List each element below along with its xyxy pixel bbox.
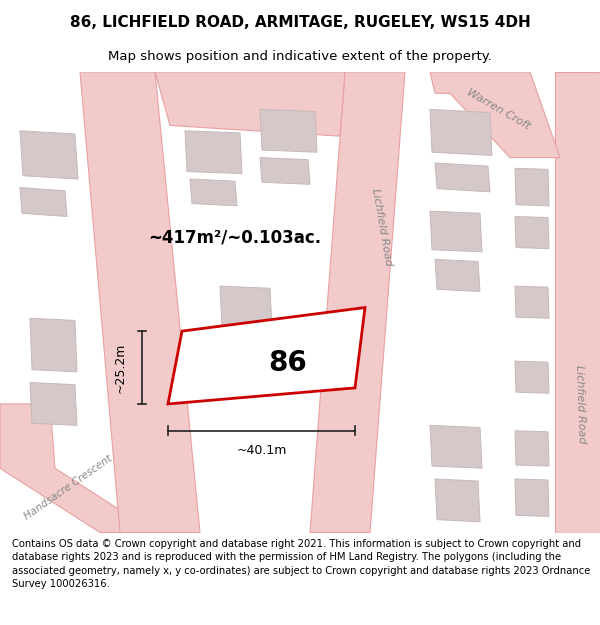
Text: ~25.2m: ~25.2m [113, 342, 127, 392]
Text: Lichfield Road: Lichfield Road [574, 364, 586, 443]
Polygon shape [30, 318, 77, 372]
Text: Map shows position and indicative extent of the property.: Map shows position and indicative extent… [108, 50, 492, 63]
Polygon shape [30, 382, 77, 426]
Polygon shape [555, 72, 600, 532]
Polygon shape [80, 72, 200, 532]
Polygon shape [515, 168, 549, 206]
Polygon shape [430, 109, 492, 156]
Polygon shape [435, 259, 480, 291]
Polygon shape [220, 286, 272, 329]
Text: Contains OS data © Crown copyright and database right 2021. This information is : Contains OS data © Crown copyright and d… [12, 539, 590, 589]
Polygon shape [168, 308, 365, 404]
Text: Handsacre Crescent: Handsacre Crescent [22, 453, 114, 522]
Polygon shape [435, 479, 480, 522]
Polygon shape [515, 479, 549, 516]
Polygon shape [515, 431, 549, 466]
Text: Warren Croft: Warren Croft [464, 88, 532, 131]
Polygon shape [430, 72, 560, 158]
Polygon shape [430, 211, 482, 252]
Polygon shape [515, 216, 549, 249]
Polygon shape [310, 72, 405, 532]
Polygon shape [430, 426, 482, 468]
Polygon shape [185, 131, 242, 174]
Polygon shape [20, 131, 78, 179]
Polygon shape [20, 188, 67, 216]
Polygon shape [155, 72, 345, 136]
Polygon shape [515, 361, 549, 393]
Polygon shape [260, 109, 317, 152]
Text: ~417m²/~0.103ac.: ~417m²/~0.103ac. [148, 229, 322, 247]
Text: 86, LICHFIELD ROAD, ARMITAGE, RUGELEY, WS15 4DH: 86, LICHFIELD ROAD, ARMITAGE, RUGELEY, W… [70, 15, 530, 30]
Polygon shape [515, 286, 549, 318]
Text: ~40.1m: ~40.1m [236, 444, 287, 456]
Text: 86: 86 [268, 349, 307, 377]
Polygon shape [190, 179, 237, 206]
Polygon shape [435, 163, 490, 192]
Polygon shape [0, 404, 155, 532]
Polygon shape [260, 158, 310, 184]
Text: Lichfield Road: Lichfield Road [370, 188, 394, 267]
